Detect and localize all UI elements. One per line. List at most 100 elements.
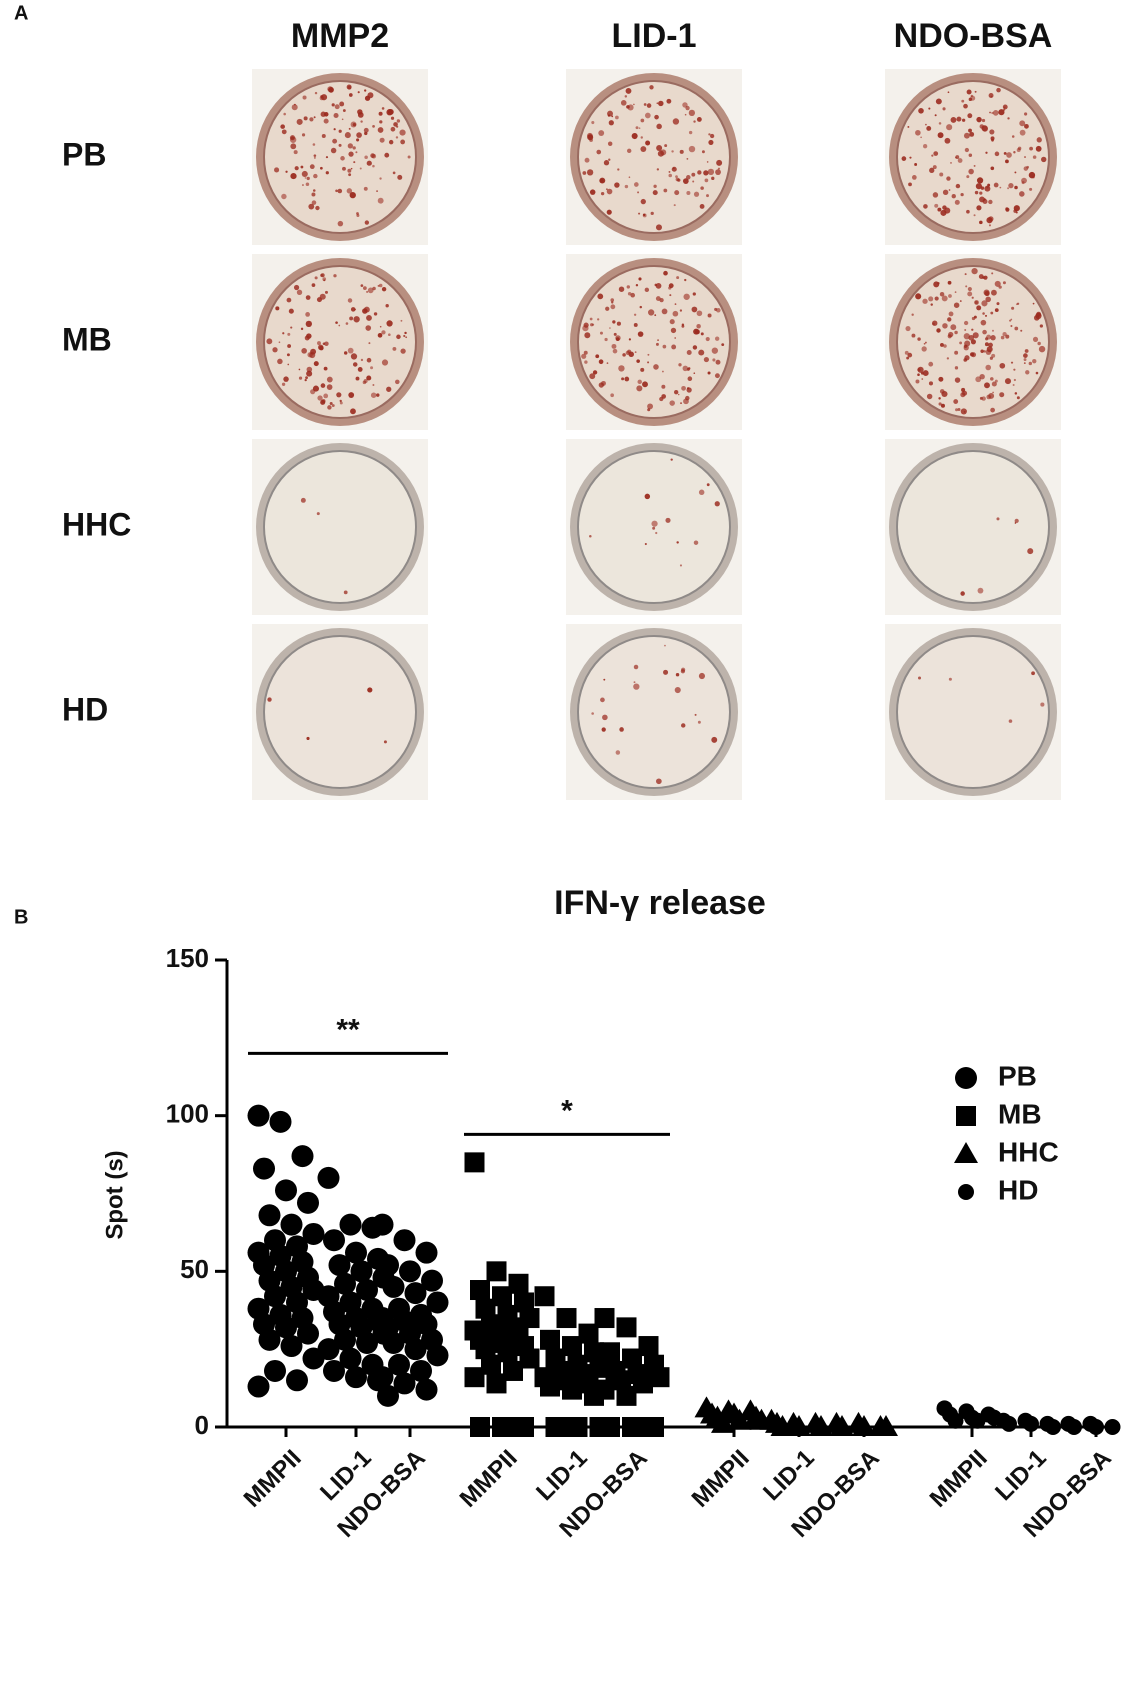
spot xyxy=(381,330,386,335)
spot xyxy=(624,95,628,98)
spot xyxy=(662,344,667,349)
spot xyxy=(360,120,363,123)
spot xyxy=(1014,522,1017,524)
spot xyxy=(682,178,689,184)
data-point xyxy=(492,1417,512,1437)
spot xyxy=(939,342,944,347)
spot xyxy=(942,323,948,329)
spot xyxy=(626,105,630,109)
spot xyxy=(605,306,610,311)
spot xyxy=(379,120,383,124)
spot xyxy=(281,193,287,200)
spot xyxy=(1020,329,1023,332)
spot xyxy=(280,124,285,129)
spot xyxy=(934,203,939,208)
spot xyxy=(266,338,273,345)
data-point xyxy=(297,1191,319,1214)
spot xyxy=(301,133,306,137)
spot xyxy=(926,125,932,131)
data-point xyxy=(275,1179,297,1202)
spot xyxy=(343,351,348,355)
spot xyxy=(625,87,632,94)
spot xyxy=(1006,152,1012,158)
spot xyxy=(304,177,307,179)
spot xyxy=(653,184,657,188)
spot xyxy=(963,103,968,109)
spot xyxy=(703,170,709,176)
spot xyxy=(983,289,990,296)
spot xyxy=(677,178,681,182)
spot xyxy=(693,120,696,123)
spot xyxy=(633,681,636,684)
spot xyxy=(1013,151,1016,154)
spot xyxy=(589,189,596,195)
data-point xyxy=(323,1229,345,1252)
spot xyxy=(1040,702,1045,707)
spot xyxy=(675,672,680,677)
spot xyxy=(683,398,689,405)
spot xyxy=(1015,303,1018,306)
spot xyxy=(964,340,971,347)
spot xyxy=(985,337,989,341)
spot xyxy=(939,172,944,177)
spot xyxy=(705,336,710,342)
spot xyxy=(372,286,376,291)
spot xyxy=(348,392,355,398)
data-point xyxy=(404,1338,427,1361)
spot xyxy=(329,401,333,406)
spot xyxy=(992,110,999,116)
data-point xyxy=(291,1145,314,1168)
x-tick-label: MMPII xyxy=(925,1445,993,1513)
data-point xyxy=(393,1229,416,1252)
well-image xyxy=(252,439,428,615)
data-point xyxy=(540,1376,560,1397)
spot xyxy=(338,129,342,133)
spot xyxy=(954,291,957,293)
spot xyxy=(1037,341,1041,346)
spot xyxy=(647,403,654,410)
spot xyxy=(612,320,616,324)
spot xyxy=(955,183,961,189)
spot xyxy=(286,353,290,357)
spot xyxy=(649,85,654,90)
panel-label: B xyxy=(14,906,28,928)
spot xyxy=(1005,159,1009,164)
spot xyxy=(656,168,660,171)
spot xyxy=(346,84,352,90)
spot xyxy=(633,323,638,327)
spot xyxy=(605,188,608,191)
data-point xyxy=(600,1417,620,1437)
spot xyxy=(633,664,639,670)
spot xyxy=(680,402,682,405)
spot xyxy=(974,90,977,93)
spot xyxy=(994,151,1000,157)
spot xyxy=(338,143,342,147)
spot xyxy=(926,393,933,400)
well-floor xyxy=(263,450,417,604)
data-point xyxy=(377,1254,399,1277)
spot xyxy=(324,341,329,347)
spot xyxy=(596,149,602,155)
spot xyxy=(942,107,946,111)
spot xyxy=(640,367,645,372)
spot xyxy=(357,366,363,372)
spot xyxy=(699,204,705,209)
spot xyxy=(991,353,996,358)
data-point xyxy=(350,1260,373,1283)
spot xyxy=(914,163,918,166)
well-floor xyxy=(896,635,1050,789)
data-point xyxy=(611,1370,631,1391)
spot xyxy=(673,204,676,207)
spot xyxy=(717,167,721,170)
spot xyxy=(693,372,696,375)
spot xyxy=(932,192,939,198)
spot xyxy=(656,145,663,152)
data-point xyxy=(947,1412,964,1429)
spot xyxy=(961,99,965,103)
spot xyxy=(669,400,675,406)
spot xyxy=(396,334,401,340)
spot xyxy=(320,399,326,405)
spot xyxy=(377,332,383,338)
spot xyxy=(379,137,385,143)
spot xyxy=(1024,123,1029,129)
